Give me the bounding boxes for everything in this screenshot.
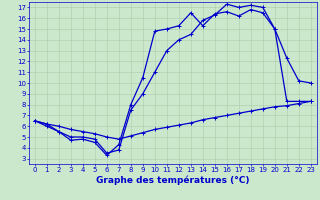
X-axis label: Graphe des températures (°C): Graphe des températures (°C): [96, 176, 250, 185]
